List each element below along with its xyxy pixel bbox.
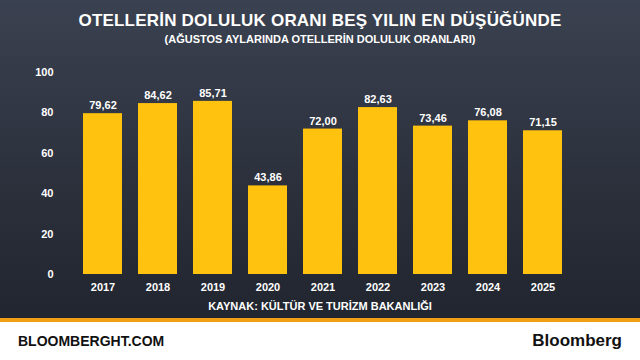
svg-text:80: 80 (41, 106, 53, 118)
svg-text:2017: 2017 (91, 281, 115, 293)
svg-text:76,08: 76,08 (474, 106, 502, 118)
svg-text:43,86: 43,86 (254, 171, 282, 183)
svg-text:2025: 2025 (531, 281, 555, 293)
svg-text:2022: 2022 (366, 281, 390, 293)
svg-text:100: 100 (35, 66, 53, 78)
svg-text:40: 40 (41, 187, 53, 199)
svg-text:82,63: 82,63 (364, 93, 392, 105)
svg-text:0: 0 (47, 268, 53, 280)
svg-text:2018: 2018 (146, 281, 170, 293)
svg-text:2020: 2020 (256, 281, 280, 293)
svg-text:2019: 2019 (201, 281, 225, 293)
svg-text:73,46: 73,46 (419, 112, 447, 124)
svg-text:60: 60 (41, 147, 53, 159)
svg-text:84,62: 84,62 (144, 89, 172, 101)
svg-text:2021: 2021 (311, 281, 335, 293)
svg-text:85,71: 85,71 (199, 87, 227, 99)
html-text:(AĞUSTOS AYLARINDA OTELLERİN D: (AĞUSTOS AYLARINDA OTELLERİN DOLULUK ORA… (164, 33, 476, 45)
svg-text:71,15: 71,15 (529, 116, 557, 128)
svg-text:20: 20 (41, 228, 53, 240)
svg-text:79,62: 79,62 (89, 99, 117, 111)
svg-text:72,00: 72,00 (309, 115, 337, 127)
html-text:KAYNAK: KÜLTÜR VE TURİZM BAKAN: KAYNAK: KÜLTÜR VE TURİZM BAKANLIĞI (208, 300, 432, 312)
svg-text:2024: 2024 (476, 281, 501, 293)
svg-text:2023: 2023 (421, 281, 445, 293)
html-text:Bloomberg: Bloomberg (532, 331, 622, 350)
html-text:BLOOMBERGHT.COM: BLOOMBERGHT.COM (18, 333, 165, 349)
html-text:OTELLERİN DOLULUK ORANI BEŞ YI: OTELLERİN DOLULUK ORANI BEŞ YILIN EN DÜŞ… (78, 11, 562, 30)
